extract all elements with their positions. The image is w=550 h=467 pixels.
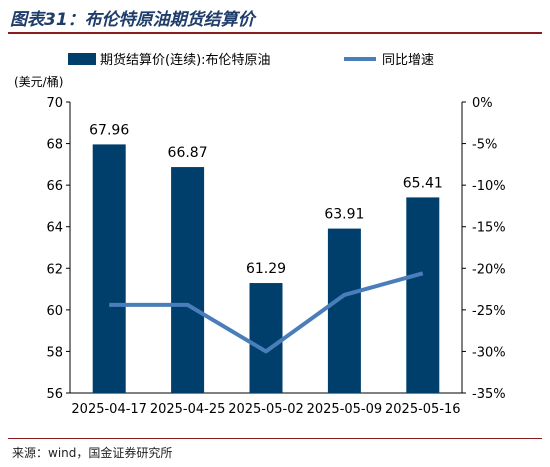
y-left-tick-label: 62 — [46, 262, 63, 277]
x-tick-label: 2025-04-17 — [71, 402, 147, 417]
axes: 56 58 60 62 64 66 68 70 0% -5% -10% -15% -20% -25% -30… — [46, 96, 505, 417]
y-left-tick-label: 68 — [46, 138, 63, 153]
y-right-tick-label: -25% — [472, 304, 506, 319]
bar-value-label: 67.96 — [89, 122, 129, 138]
y-left-tick-label: 58 — [46, 345, 63, 360]
y-right-tick-label: -5% — [472, 138, 497, 153]
bar — [92, 144, 126, 393]
y-left-tick-label: 70 — [46, 96, 63, 111]
growth-line — [109, 271, 424, 354]
y-right-tick-label: -15% — [472, 221, 506, 236]
bar — [327, 228, 361, 393]
growth-line-path — [109, 271, 424, 354]
data-labels: 67.96 66.87 61.29 63.91 65.41 — [89, 122, 443, 277]
bar — [406, 197, 440, 393]
x-tick-label: 2025-04-25 — [150, 402, 226, 417]
y-left-tick-label: 56 — [46, 387, 63, 402]
bar-value-label: 63.91 — [324, 207, 364, 223]
x-tick-label: 2025-05-09 — [307, 402, 383, 417]
y-right-tick-label: -20% — [472, 262, 506, 277]
y-right-tick-label: 0% — [472, 96, 493, 111]
title-divider — [8, 32, 542, 34]
x-tick-label: 2025-05-02 — [228, 402, 304, 417]
bar — [249, 283, 283, 393]
bars — [92, 144, 440, 393]
legend-line-label: 同比增速 — [382, 53, 434, 68]
y-left-tick-label: 64 — [46, 221, 63, 236]
y-right-tick-label: -30% — [472, 345, 506, 360]
y-right-tick-label: -35% — [472, 387, 506, 402]
legend-bar-label: 期货结算价(连续):布伦特原油 — [100, 52, 271, 68]
bar — [171, 167, 205, 393]
bar-value-label: 65.41 — [403, 175, 443, 191]
y-left-tick-label: 60 — [46, 304, 63, 319]
legend: 期货结算价(连续):布伦特原油 同比增速 — [68, 52, 434, 68]
bar-value-label: 61.29 — [246, 261, 286, 277]
footer-divider — [8, 438, 542, 439]
y-right-tick-label: -10% — [472, 179, 506, 194]
figure-title: 图表31：布伦特原油期货结算价 — [10, 10, 255, 30]
bar-value-label: 66.87 — [168, 145, 208, 161]
source-note: 来源：wind，国金证券研究所 — [12, 446, 173, 460]
y-left-tick-label: 66 — [46, 179, 63, 194]
x-tick-label: 2025-05-16 — [385, 402, 461, 417]
y-left-unit: (美元/桶) — [14, 74, 63, 89]
legend-bar-swatch — [68, 53, 96, 65]
